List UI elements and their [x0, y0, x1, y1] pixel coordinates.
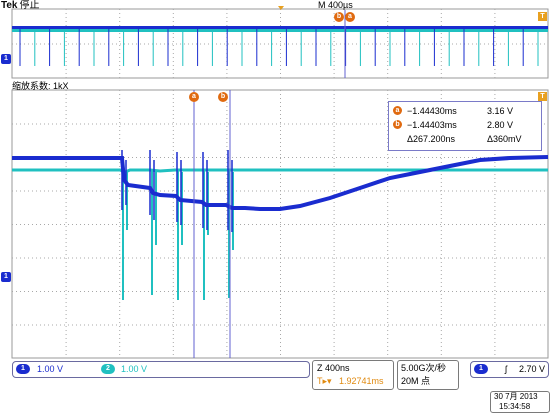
main-ch1-marker: 1 [1, 272, 11, 282]
channel-status-bar[interactable]: 1 1.00 V 2 1.00 V [12, 361, 310, 378]
ch2-badge[interactable]: 2 [101, 364, 115, 374]
measurement-row-a: a −1.44430ms 3.16 V [393, 105, 539, 117]
date-readout: 30 7月 2013 [494, 392, 538, 401]
measurement-row-b: b −1.44403ms 2.80 V [393, 119, 539, 131]
record-length: 20M 点 [401, 376, 431, 386]
measurement-a-time: −1.44430ms [407, 106, 457, 116]
zoom-trigger-position: 1.92741ms [339, 376, 384, 386]
ch2-scale[interactable]: 1.00 V [121, 364, 148, 374]
zoom-trigger-prefix: T▸▾ [317, 376, 332, 386]
cursor-measurement-panel: a −1.44430ms 3.16 V b −1.44403ms 2.80 V … [388, 101, 542, 151]
overview-trigger-marker: T [538, 12, 547, 21]
main-waveforms [12, 150, 549, 300]
header-brand: Tek 停止 [1, 1, 40, 11]
zoom-scale: Z 400ns [317, 363, 350, 373]
ch1-scale[interactable]: 1.00 V [37, 364, 64, 374]
trigger-slope-icon: ʃ [505, 364, 507, 374]
sample-rate: 5.00G次/秒 [401, 363, 447, 373]
acquisition-panel[interactable]: 5.00G次/秒 20M 点 [397, 360, 459, 390]
measurement-a-volt: 3.16 V [487, 106, 514, 116]
overview-cursor-b-marker: b [334, 12, 344, 22]
trigger-position-marker [278, 6, 284, 10]
measurement-b-marker: b [393, 120, 402, 129]
trigger-status-panel[interactable]: 1 ʃ 2.70 V [470, 361, 549, 378]
timebase-readout: M 400µs [318, 0, 353, 10]
zoom-factor-label: 缩放系数: 1kX [12, 81, 69, 91]
measurement-b-volt: 2.80 V [487, 120, 514, 130]
main-trigger-marker: T [538, 92, 547, 101]
measurement-a-marker: a [393, 106, 402, 115]
zoom-timebase-panel[interactable]: Z 400ns T▸▾ 1.92741ms [312, 360, 394, 390]
measurement-row-delta: Δ267.200ns Δ360mV [393, 133, 539, 145]
cursor-a-badge[interactable]: a [189, 92, 199, 102]
overview-waveform [12, 26, 548, 66]
acquisition-state: 停止 [19, 0, 40, 11]
cursor-b-badge[interactable]: b [218, 92, 228, 102]
ch1-badge[interactable]: 1 [16, 364, 30, 374]
overview-cursor-a-marker: a [345, 12, 355, 22]
overview-graticule [11, 8, 549, 79]
measurement-b-time: −1.44403ms [407, 120, 457, 130]
overview-ch1-marker: 1 [1, 54, 11, 64]
trigger-channel-badge: 1 [474, 364, 488, 374]
measurement-delta-volt: Δ360mV [487, 134, 522, 144]
measurement-delta-time: Δ267.200ns [407, 134, 456, 144]
datetime-panel: 30 7月 2013 15:34:58 [490, 391, 550, 413]
brand-logo: Tek [1, 0, 18, 11]
time-readout: 15:34:58 [499, 402, 531, 411]
trigger-level: 2.70 V [519, 364, 546, 374]
